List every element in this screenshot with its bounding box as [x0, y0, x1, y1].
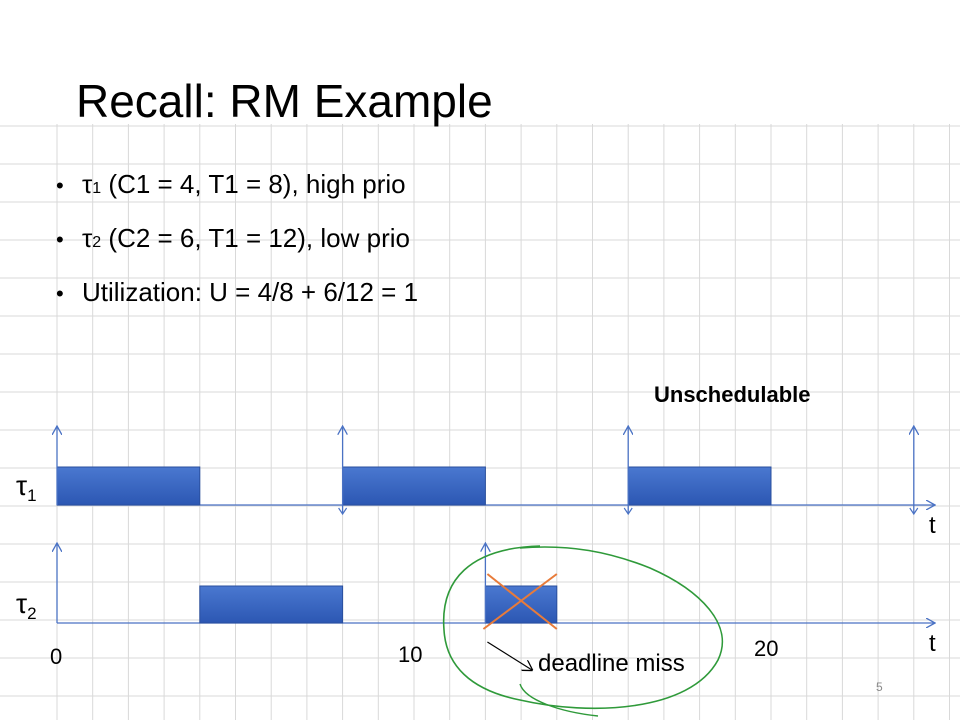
missed-execution-cross [486, 573, 558, 630]
deadline-arrow-tip [623, 507, 633, 516]
bullet-dot: • [56, 281, 64, 306]
execution-bar-task-2 [199, 585, 344, 624]
bullet-text: (C2 = 6, T1 = 12), low prio [101, 223, 410, 253]
tick-label-10: 10 [398, 642, 423, 667]
missed-execution-cross [482, 573, 558, 630]
execution-bar-task-1 [56, 466, 201, 506]
tick-label-0: 0 [50, 644, 63, 669]
bullet-subscript: 2 [92, 234, 102, 251]
deadline-miss-annotation: deadline miss [538, 650, 685, 677]
bullet-dot: • [56, 173, 64, 198]
axis-label-t-upper: t [929, 512, 936, 539]
annotation-arrow [487, 641, 532, 670]
status-label: Unschedulable [654, 382, 811, 407]
page-number: 5 [876, 680, 883, 694]
bullet-subscript: 1 [92, 180, 102, 197]
bullet-utilization: • Utilization: U = 4/8 + 6/12 = 1 [56, 274, 418, 328]
execution-bar-task-1 [342, 466, 486, 506]
axis-label-t-lower: t [929, 630, 936, 657]
deadline-arrow-tip [909, 507, 919, 516]
task-2-label: τ2 [16, 588, 37, 624]
bullet-text: (C1 = 4, T1 = 8), high prio [101, 169, 406, 199]
task-2-subscript: 2 [27, 604, 37, 623]
task-1-label: τ1 [16, 470, 37, 506]
execution-bar-task-1 [627, 466, 772, 506]
tick-label-20: 20 [754, 636, 779, 661]
task-2-symbol: τ [16, 588, 28, 619]
task-1-symbol: τ [16, 470, 28, 501]
slide-title: Recall: RM Example [76, 75, 493, 127]
hand-drawn-circle-tail [519, 683, 599, 717]
task-1-subscript: 1 [27, 486, 37, 505]
bullet-text: Utilization: U = 4/8 + 6/12 = 1 [82, 277, 419, 307]
bullet-symbol: τ [82, 169, 93, 199]
hand-drawn-circle [442, 545, 724, 710]
execution-bar-task-2 [484, 585, 558, 624]
bullet-dot: • [56, 227, 64, 252]
deadline-arrow-tip [338, 507, 348, 516]
bullet-symbol: τ [82, 223, 93, 253]
